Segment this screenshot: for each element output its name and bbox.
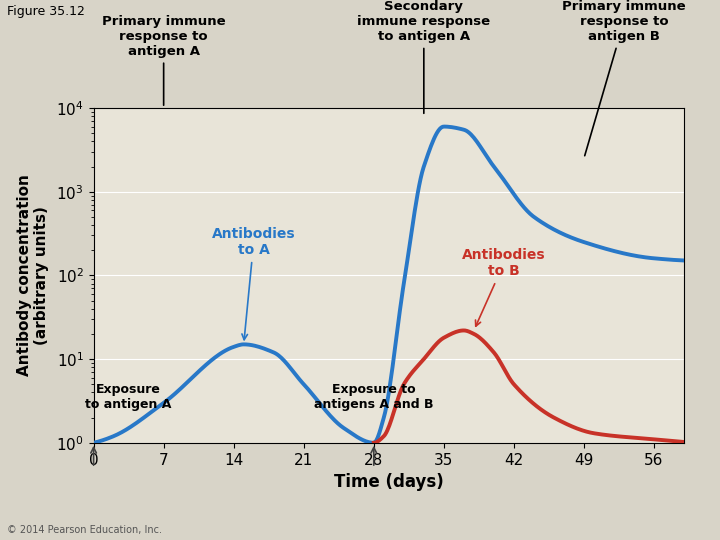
Y-axis label: Antibody concentration
(arbitrary units): Antibody concentration (arbitrary units) (17, 174, 49, 376)
Text: Antibodies
to A: Antibodies to A (212, 227, 295, 340)
Text: Exposure
to antigen A: Exposure to antigen A (86, 382, 172, 410)
Text: © 2014 Pearson Education, Inc.: © 2014 Pearson Education, Inc. (7, 524, 162, 535)
Text: Antibodies
to B: Antibodies to B (462, 248, 546, 326)
Text: Exposure to
antigens A and B: Exposure to antigens A and B (314, 382, 433, 410)
X-axis label: Time (days): Time (days) (334, 473, 444, 491)
Text: Figure 35.12: Figure 35.12 (7, 5, 85, 18)
Text: Primary immune
response to
antigen B: Primary immune response to antigen B (562, 0, 685, 156)
Text: Primary immune
response to
antigen A: Primary immune response to antigen A (102, 15, 225, 105)
Text: Secondary
immune response
to antigen A: Secondary immune response to antigen A (357, 0, 490, 113)
